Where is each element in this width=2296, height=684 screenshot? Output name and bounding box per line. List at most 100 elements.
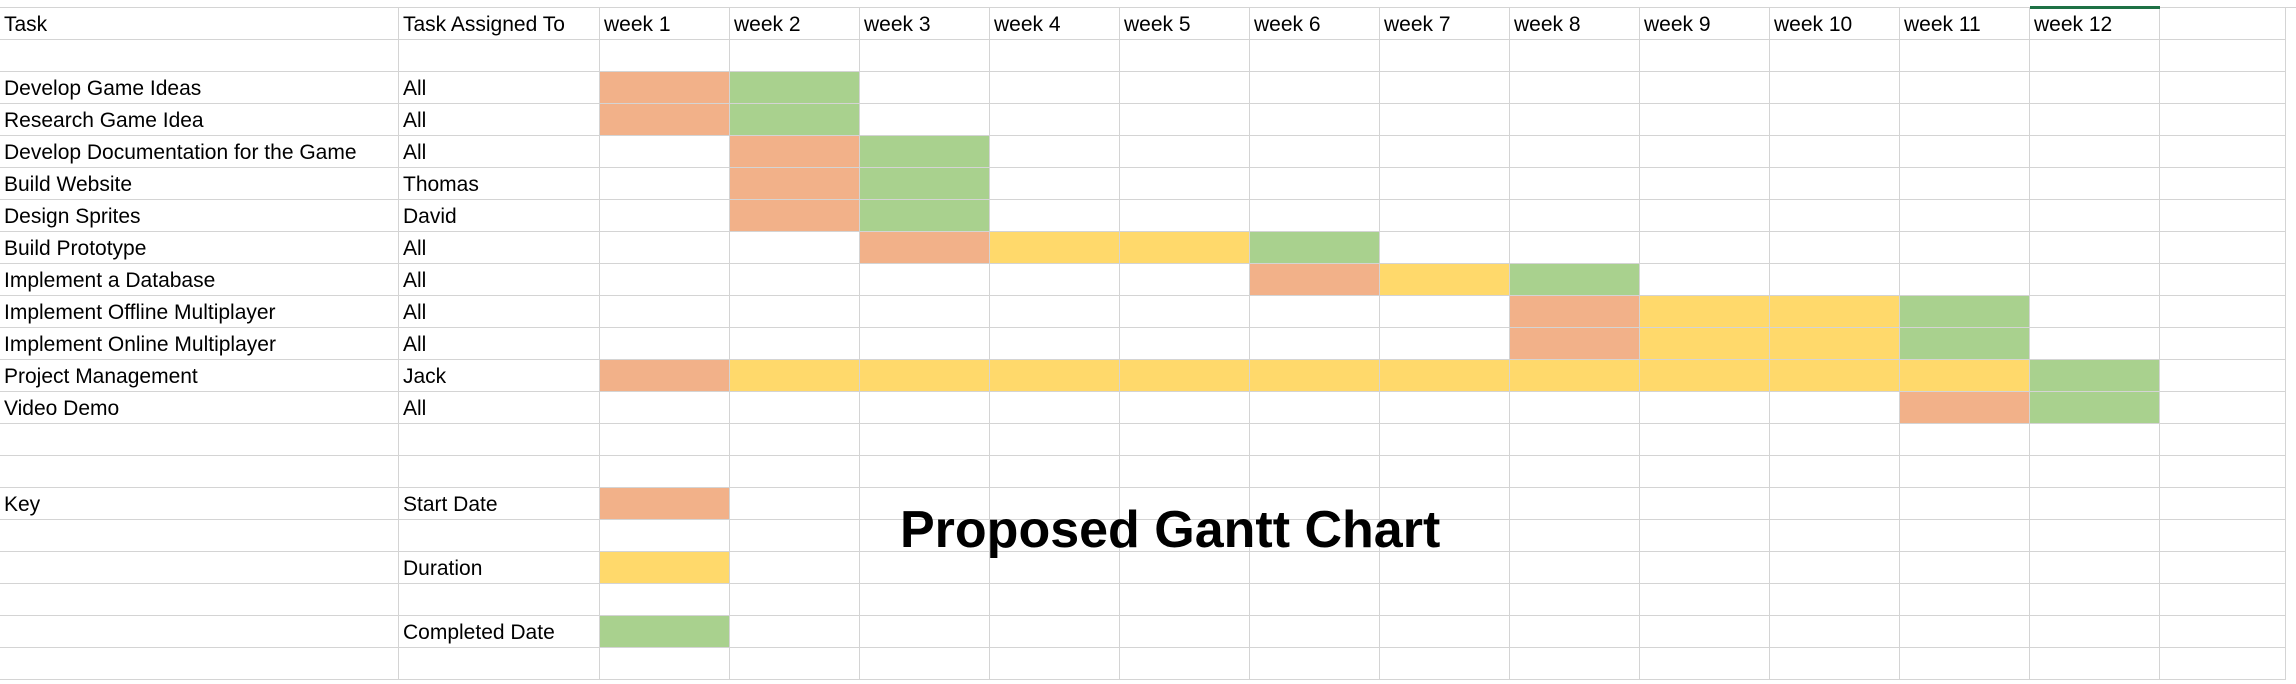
cell[interactable] <box>1380 648 1510 680</box>
start-date-cell[interactable] <box>600 360 730 392</box>
start-date-cell[interactable] <box>1510 328 1640 360</box>
task-name-cell[interactable]: Implement Offline Multiplayer <box>0 296 399 328</box>
cell[interactable] <box>1120 168 1250 200</box>
cell[interactable] <box>2030 520 2160 552</box>
cell[interactable] <box>1120 72 1250 104</box>
cell[interactable] <box>2160 104 2286 136</box>
task-name-cell[interactable]: Implement a Database <box>0 264 399 296</box>
cell[interactable] <box>1900 72 2030 104</box>
completed-date-cell[interactable] <box>1250 232 1380 264</box>
cell[interactable] <box>2030 200 2160 232</box>
cell[interactable] <box>1770 584 1900 616</box>
cell[interactable] <box>2030 328 2160 360</box>
cell[interactable] <box>1640 488 1770 520</box>
cell[interactable] <box>0 616 399 648</box>
cell[interactable] <box>990 552 1120 584</box>
cell[interactable] <box>860 424 990 456</box>
cell[interactable] <box>1120 264 1250 296</box>
cell[interactable] <box>1900 520 2030 552</box>
cell[interactable] <box>600 520 730 552</box>
duration-cell[interactable] <box>860 360 990 392</box>
cell[interactable] <box>730 296 860 328</box>
cell[interactable] <box>600 584 730 616</box>
header-week-11[interactable]: week 11 <box>1900 8 2030 40</box>
duration-cell[interactable] <box>730 360 860 392</box>
cell[interactable] <box>1770 392 1900 424</box>
cell[interactable] <box>1250 584 1380 616</box>
key-duration-label[interactable]: Duration <box>399 552 600 584</box>
cell[interactable] <box>1250 456 1380 488</box>
cell[interactable] <box>2030 456 2160 488</box>
cell[interactable] <box>1770 136 1900 168</box>
cell[interactable] <box>860 40 990 72</box>
cell[interactable] <box>990 296 1120 328</box>
cell[interactable] <box>1120 520 1250 552</box>
cell[interactable] <box>2160 552 2286 584</box>
cell[interactable] <box>1900 136 2030 168</box>
cell[interactable] <box>1380 424 1510 456</box>
cell[interactable] <box>1770 104 1900 136</box>
cell[interactable] <box>1380 232 1510 264</box>
header-week-8[interactable]: week 8 <box>1510 8 1640 40</box>
cell[interactable] <box>730 456 860 488</box>
cell[interactable] <box>1380 520 1510 552</box>
task-assignee-cell[interactable]: All <box>399 328 600 360</box>
cell[interactable] <box>1380 328 1510 360</box>
cell[interactable] <box>1640 520 1770 552</box>
task-name-cell[interactable]: Video Demo <box>0 392 399 424</box>
cell[interactable] <box>1510 136 1640 168</box>
start-date-cell[interactable] <box>600 488 730 520</box>
header-week-10[interactable]: week 10 <box>1770 8 1900 40</box>
cell[interactable] <box>1900 584 2030 616</box>
cell[interactable] <box>2030 488 2160 520</box>
cell[interactable] <box>1770 232 1900 264</box>
cell[interactable] <box>399 40 600 72</box>
cell[interactable] <box>2160 168 2286 200</box>
cell[interactable] <box>1510 424 1640 456</box>
completed-date-cell[interactable] <box>860 168 990 200</box>
cell[interactable] <box>990 488 1120 520</box>
cell[interactable] <box>730 232 860 264</box>
cell[interactable] <box>1640 232 1770 264</box>
cell[interactable] <box>1120 200 1250 232</box>
cell[interactable] <box>990 328 1120 360</box>
cell[interactable] <box>0 648 399 680</box>
cell[interactable] <box>2030 616 2160 648</box>
cell[interactable] <box>0 520 399 552</box>
cell[interactable] <box>1900 616 2030 648</box>
cell[interactable] <box>2030 424 2160 456</box>
completed-date-cell[interactable] <box>860 136 990 168</box>
task-name-cell[interactable]: Design Sprites <box>0 200 399 232</box>
cell[interactable] <box>1250 168 1380 200</box>
task-name-cell[interactable]: Develop Game Ideas <box>0 72 399 104</box>
cell[interactable] <box>600 168 730 200</box>
cell[interactable] <box>1900 168 2030 200</box>
cell[interactable] <box>1120 328 1250 360</box>
cell[interactable] <box>2030 136 2160 168</box>
cell[interactable] <box>730 648 860 680</box>
header-week-4[interactable]: week 4 <box>990 8 1120 40</box>
cell[interactable] <box>2030 552 2160 584</box>
cell[interactable] <box>1380 488 1510 520</box>
cell[interactable] <box>1510 40 1640 72</box>
task-name-cell[interactable]: Research Game Idea <box>0 104 399 136</box>
cell[interactable] <box>2030 72 2160 104</box>
cell[interactable] <box>1900 264 2030 296</box>
cell[interactable] <box>1380 456 1510 488</box>
cell[interactable] <box>399 456 600 488</box>
cell[interactable] <box>2030 648 2160 680</box>
cell[interactable] <box>730 40 860 72</box>
cell[interactable] <box>1770 200 1900 232</box>
header-week-12[interactable]: week 12 <box>2030 8 2160 40</box>
completed-date-cell[interactable] <box>1510 264 1640 296</box>
cell[interactable] <box>1380 136 1510 168</box>
cell[interactable] <box>1250 136 1380 168</box>
cell[interactable] <box>1900 456 2030 488</box>
cell[interactable] <box>1120 392 1250 424</box>
cell[interactable] <box>1770 520 1900 552</box>
cell[interactable] <box>1900 104 2030 136</box>
cell[interactable] <box>1510 456 1640 488</box>
cell[interactable] <box>1380 584 1510 616</box>
header-week-3[interactable]: week 3 <box>860 8 990 40</box>
cell[interactable] <box>600 328 730 360</box>
